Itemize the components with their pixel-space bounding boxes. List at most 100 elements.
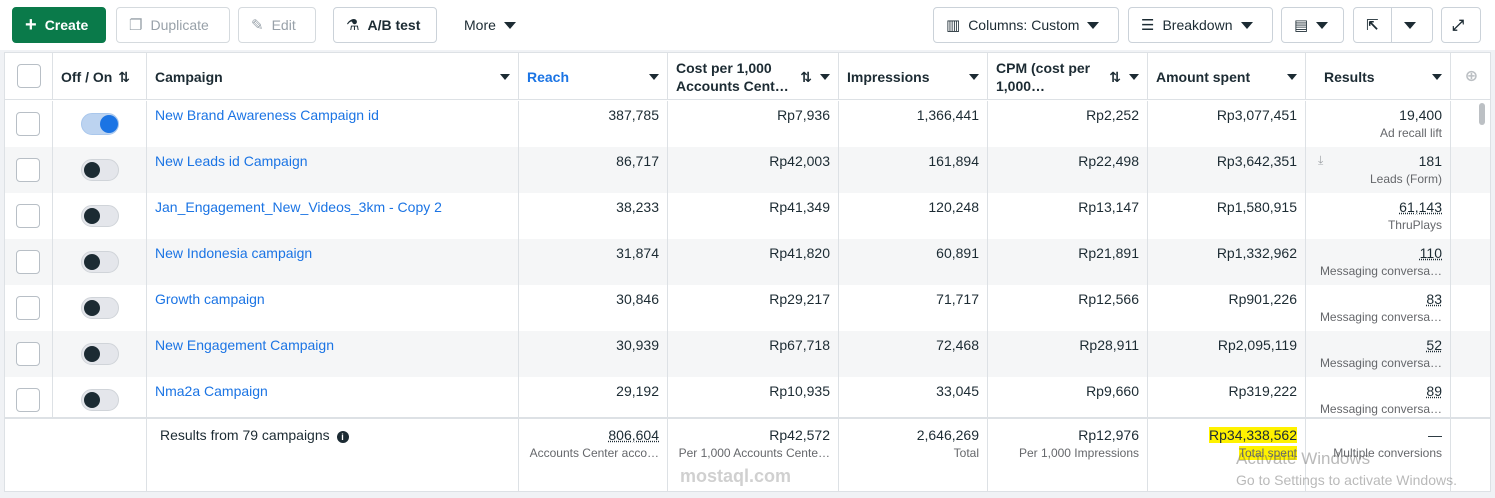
impressions-cell: 120,248: [839, 193, 988, 239]
footer-summary: Results from 79 campaigns i: [147, 419, 519, 491]
cpm-cell: Rp21,891: [988, 239, 1148, 285]
row-select-cell: [5, 101, 53, 147]
campaign-name-cell: New Brand Awareness Campaign id: [147, 101, 519, 147]
campaign-name-link[interactable]: New Leads id Campaign: [155, 153, 308, 169]
edit-button[interactable]: ✎ Edit: [238, 7, 316, 43]
table-row[interactable]: New Brand Awareness Campaign id 387,785 Rp…: [5, 101, 1490, 147]
reach-cell: 86,717: [519, 147, 668, 193]
more-button[interactable]: More: [452, 7, 532, 43]
campaign-toggle[interactable]: [81, 251, 119, 273]
row-toggle-cell: [53, 101, 147, 147]
ab-test-button[interactable]: ⚗ A/B test: [333, 7, 437, 43]
campaign-toggle[interactable]: [81, 343, 119, 365]
select-all-cell: [5, 53, 53, 100]
results-cell: 89 Messaging conversa…: [1306, 377, 1451, 423]
header-results[interactable]: Results: [1306, 53, 1451, 100]
sort-icon[interactable]: ⇅: [118, 68, 130, 85]
impressions-cell: 33,045: [839, 377, 988, 423]
campaign-toggle[interactable]: [81, 113, 119, 135]
cpm-cell: Rp9,660: [988, 377, 1148, 423]
header-impressions[interactable]: Impressions: [839, 53, 988, 100]
campaign-toggle[interactable]: [81, 205, 119, 227]
row-toggle-cell: [53, 193, 147, 239]
column-menu-icon[interactable]: [1432, 73, 1442, 80]
sort-icon[interactable]: ⇅: [800, 68, 812, 85]
chevron-down-icon: [1316, 21, 1329, 29]
table-row[interactable]: Growth campaign 30,846 Rp29,217 71,717 Rp12,…: [5, 285, 1490, 331]
activate-windows-subtext: Go to Settings to activate Windows.: [1236, 472, 1457, 488]
header-campaign[interactable]: Campaign: [147, 53, 519, 100]
campaign-name-link[interactable]: New Engagement Campaign: [155, 337, 334, 353]
vertical-scrollbar[interactable]: [1479, 103, 1485, 125]
export-icon: ⇱: [1366, 16, 1379, 34]
campaign-toggle[interactable]: [81, 389, 119, 411]
reports-dropdown[interactable]: ▤: [1281, 7, 1344, 43]
table-row[interactable]: New Indonesia campaign 31,874 Rp41,820 60,8…: [5, 239, 1490, 285]
footer-impressions: 2,646,269 Total: [839, 419, 988, 491]
cpm-cell: Rp12,566: [988, 285, 1148, 331]
row-checkbox[interactable]: [16, 342, 40, 366]
campaign-name-link[interactable]: Growth campaign: [155, 291, 265, 307]
row-checkbox[interactable]: [16, 204, 40, 228]
select-all-checkbox[interactable]: [17, 64, 41, 88]
table-footer: Results from 79 campaigns i 806,604 Acco…: [5, 417, 1490, 491]
chart-icon: ⤢: [1452, 16, 1465, 34]
results-cell: 83 Messaging conversa…: [1306, 285, 1451, 331]
export-dropdown[interactable]: ⇱: [1353, 7, 1433, 43]
header-amount-spent[interactable]: Amount spent: [1148, 53, 1306, 100]
column-menu-icon[interactable]: [1129, 73, 1139, 80]
divider: [1390, 8, 1392, 42]
column-menu-icon[interactable]: [1287, 73, 1297, 80]
footer-results: — Multiple conversions: [1306, 419, 1451, 491]
header-cpm[interactable]: CPM (cost per 1,000… ⇅: [988, 53, 1148, 100]
row-checkbox[interactable]: [16, 112, 40, 136]
campaign-toggle[interactable]: [81, 159, 119, 181]
columns-dropdown[interactable]: ▥ Columns: Custom: [933, 7, 1119, 43]
campaign-toggle[interactable]: [81, 297, 119, 319]
footer-spacer: [5, 419, 147, 491]
duplicate-button[interactable]: ❐ Duplicate: [116, 7, 230, 43]
toggle-knob: [100, 115, 118, 133]
create-button[interactable]: + Create: [12, 7, 106, 43]
row-checkbox[interactable]: [16, 388, 40, 412]
cost-cell: Rp67,718: [668, 331, 839, 377]
download-icon[interactable]: ⤓: [1318, 153, 1324, 167]
spent-cell: Rp2,095,119: [1148, 331, 1306, 377]
campaign-name-link[interactable]: New Brand Awareness Campaign id: [155, 107, 379, 123]
header-off-on[interactable]: Off / On ⇅: [53, 53, 147, 100]
chevron-down-icon: [1240, 21, 1253, 29]
breakdown-dropdown[interactable]: ☰ Breakdown: [1128, 7, 1273, 43]
toggle-knob: [84, 254, 100, 270]
activate-windows-watermark: Activate Windows: [1236, 449, 1371, 468]
table-row[interactable]: New Engagement Campaign 30,939 Rp67,718 72,…: [5, 331, 1490, 377]
add-column-icon[interactable]: ⊕: [1464, 67, 1479, 85]
row-select-cell: [5, 193, 53, 239]
column-menu-icon[interactable]: [820, 73, 830, 80]
campaign-name-link[interactable]: New Indonesia campaign: [155, 245, 313, 261]
spent-cell: Rp319,222: [1148, 377, 1306, 423]
info-icon[interactable]: i: [336, 431, 349, 443]
table-row[interactable]: Jan_Engagement_New_Videos_3km - Copy 2 38…: [5, 193, 1490, 239]
row-checkbox[interactable]: [16, 250, 40, 274]
reach-cell: 38,233: [519, 193, 668, 239]
cost-cell: Rp29,217: [668, 285, 839, 331]
plus-icon: +: [25, 14, 37, 36]
column-menu-icon[interactable]: [500, 73, 510, 80]
column-menu-icon[interactable]: [649, 73, 659, 80]
campaign-name-link[interactable]: Jan_Engagement_New_Videos_3km - Copy 2: [155, 199, 442, 215]
sort-icon[interactable]: ⇅: [1109, 68, 1121, 85]
footer-amount-spent: Rp34,338,562 Total spent: [1148, 419, 1306, 491]
row-checkbox[interactable]: [16, 158, 40, 182]
table-row[interactable]: New Leads id Campaign 86,717 Rp42,003 161,8…: [5, 147, 1490, 193]
table-row[interactable]: Nma2a Campaign 29,192 Rp10,935 33,045 Rp9,66…: [5, 377, 1490, 423]
row-select-cell: [5, 239, 53, 285]
chart-button[interactable]: ⤢: [1441, 7, 1481, 43]
row-toggle-cell: [53, 285, 147, 331]
header-reach[interactable]: Reach: [519, 53, 668, 100]
row-checkbox[interactable]: [16, 296, 40, 320]
row-select-cell: [5, 285, 53, 331]
column-menu-icon[interactable]: [969, 73, 979, 80]
spent-cell: Rp901,226: [1148, 285, 1306, 331]
header-cost-per-1000[interactable]: Cost per 1,000 Accounts Cent… ⇅: [668, 53, 839, 100]
campaign-name-link[interactable]: Nma2a Campaign: [155, 383, 268, 399]
